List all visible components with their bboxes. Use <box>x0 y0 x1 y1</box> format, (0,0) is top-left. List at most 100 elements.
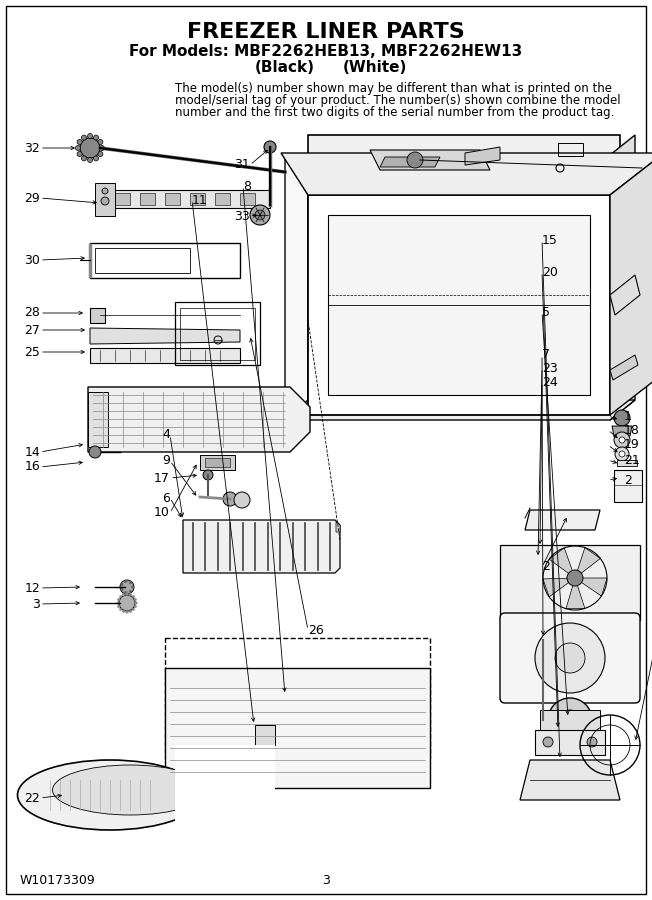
Polygon shape <box>308 135 620 195</box>
Circle shape <box>129 610 132 613</box>
Circle shape <box>555 643 585 673</box>
Circle shape <box>100 146 104 150</box>
Polygon shape <box>328 215 590 395</box>
Text: 12: 12 <box>24 581 40 595</box>
Text: (Black): (Black) <box>255 60 315 75</box>
Text: 11: 11 <box>192 194 208 206</box>
Circle shape <box>614 432 630 448</box>
Text: 2: 2 <box>624 473 632 487</box>
Circle shape <box>203 470 213 480</box>
Circle shape <box>98 140 103 145</box>
Polygon shape <box>205 458 230 467</box>
Circle shape <box>93 135 98 140</box>
Circle shape <box>560 710 580 730</box>
Polygon shape <box>336 522 340 532</box>
Circle shape <box>77 151 82 157</box>
Circle shape <box>87 133 93 139</box>
Polygon shape <box>575 578 607 596</box>
Polygon shape <box>90 328 240 344</box>
Circle shape <box>614 410 630 426</box>
Circle shape <box>264 141 276 153</box>
Text: W10173309: W10173309 <box>20 874 96 886</box>
Text: For Models: MBF2262HEB13, MBF2262HEW13: For Models: MBF2262HEB13, MBF2262HEW13 <box>129 44 523 59</box>
Text: 17: 17 <box>154 472 170 484</box>
Circle shape <box>125 580 127 583</box>
Polygon shape <box>100 190 270 208</box>
Text: 24: 24 <box>542 375 557 389</box>
Circle shape <box>117 598 120 601</box>
Text: model/serial tag of your product. The number(s) shown combine the model: model/serial tag of your product. The nu… <box>175 94 621 107</box>
Polygon shape <box>617 460 637 466</box>
Text: 5: 5 <box>542 305 550 319</box>
Polygon shape <box>614 470 642 502</box>
Polygon shape <box>308 195 610 415</box>
Polygon shape <box>285 155 620 195</box>
Polygon shape <box>200 455 235 470</box>
Text: 19: 19 <box>624 438 640 452</box>
Polygon shape <box>575 547 600 578</box>
Text: 3: 3 <box>32 598 40 610</box>
Polygon shape <box>540 710 600 730</box>
Bar <box>175 745 275 845</box>
Polygon shape <box>88 392 108 447</box>
Polygon shape <box>380 157 440 167</box>
Polygon shape <box>610 355 638 380</box>
Text: 22: 22 <box>24 791 40 805</box>
Circle shape <box>119 595 122 598</box>
Text: FREEZER LINER PARTS: FREEZER LINER PARTS <box>187 22 465 42</box>
Polygon shape <box>370 150 490 170</box>
Circle shape <box>76 146 80 150</box>
Circle shape <box>122 610 125 613</box>
Circle shape <box>119 595 135 611</box>
Circle shape <box>89 446 101 458</box>
Text: 32: 32 <box>24 141 40 155</box>
Polygon shape <box>285 400 635 420</box>
Polygon shape <box>566 578 585 608</box>
Circle shape <box>132 608 135 611</box>
Polygon shape <box>549 548 575 578</box>
Ellipse shape <box>53 765 207 815</box>
Text: 14: 14 <box>24 446 40 458</box>
Text: 26: 26 <box>308 624 324 636</box>
Text: The model(s) number shown may be different than what is printed on the: The model(s) number shown may be differe… <box>175 82 612 95</box>
Ellipse shape <box>18 760 203 830</box>
Circle shape <box>548 698 592 742</box>
Polygon shape <box>90 348 240 363</box>
Text: 33: 33 <box>234 210 250 222</box>
Circle shape <box>255 210 265 220</box>
Polygon shape <box>90 308 105 323</box>
Polygon shape <box>255 725 275 745</box>
Polygon shape <box>535 730 605 755</box>
Circle shape <box>101 197 109 205</box>
Circle shape <box>102 188 108 194</box>
Circle shape <box>98 151 103 157</box>
Polygon shape <box>88 387 310 452</box>
Text: 16: 16 <box>24 461 40 473</box>
Circle shape <box>223 492 237 506</box>
Circle shape <box>125 592 128 596</box>
Text: 25: 25 <box>24 346 40 358</box>
Circle shape <box>407 152 423 168</box>
Polygon shape <box>240 193 255 205</box>
Text: 4: 4 <box>162 428 170 442</box>
Circle shape <box>121 588 123 591</box>
Circle shape <box>234 492 250 508</box>
FancyBboxPatch shape <box>500 613 640 703</box>
Text: 30: 30 <box>24 254 40 266</box>
Circle shape <box>119 608 122 611</box>
Circle shape <box>93 156 98 161</box>
Circle shape <box>120 580 134 594</box>
Text: 31: 31 <box>234 158 250 172</box>
Polygon shape <box>285 155 308 420</box>
Circle shape <box>134 598 137 601</box>
Circle shape <box>125 610 128 614</box>
Polygon shape <box>500 545 640 620</box>
Text: 3: 3 <box>322 874 330 886</box>
Text: (White): (White) <box>343 60 408 75</box>
Circle shape <box>543 737 553 747</box>
Circle shape <box>535 623 605 693</box>
Text: 28: 28 <box>24 307 40 320</box>
Text: 23: 23 <box>542 362 557 374</box>
Text: 29: 29 <box>24 192 40 204</box>
Circle shape <box>129 590 132 593</box>
